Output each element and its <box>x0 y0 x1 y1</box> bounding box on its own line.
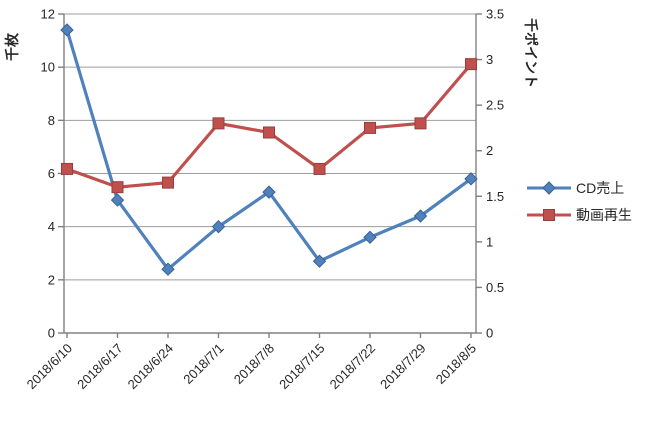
svg-text:2.5: 2.5 <box>486 98 504 113</box>
svg-text:2018/7/22: 2018/7/22 <box>327 341 379 393</box>
left-axis-title: 千枚 <box>4 33 20 61</box>
legend-line-square-icon <box>527 209 571 221</box>
svg-text:2018/7/15: 2018/7/15 <box>276 341 328 393</box>
gridlines <box>64 13 476 334</box>
svg-text:0: 0 <box>486 326 493 341</box>
svg-text:1.5: 1.5 <box>486 189 504 204</box>
svg-text:12: 12 <box>41 7 55 22</box>
series-0 <box>60 23 478 276</box>
svg-text:0: 0 <box>48 326 55 341</box>
legend-item-cd-sales: CD売上 <box>526 180 632 196</box>
right-axis-title: 千ポイント <box>523 18 539 88</box>
svg-text:3.5: 3.5 <box>486 7 504 22</box>
svg-text:2018/7/8: 2018/7/8 <box>231 341 277 387</box>
legend-label-video-plays: 動画再生 <box>576 207 632 223</box>
right-axis-ticks: 0 0.5 1 1.5 2 2.5 3 3.5 <box>476 7 504 341</box>
legend-label-cd-sales: CD売上 <box>576 180 625 196</box>
series-1 <box>61 58 477 194</box>
svg-text:2018/6/17: 2018/6/17 <box>74 341 126 393</box>
svg-text:8: 8 <box>48 113 55 128</box>
svg-text:2018/6/10: 2018/6/10 <box>24 341 76 393</box>
left-axis-ticks: 0 2 4 6 8 10 12 <box>41 7 64 341</box>
svg-text:2018/7/1: 2018/7/1 <box>180 341 226 387</box>
svg-text:2018/6/24: 2018/6/24 <box>125 341 177 393</box>
svg-text:1: 1 <box>486 234 493 249</box>
svg-text:0.5: 0.5 <box>486 280 504 295</box>
svg-text:6: 6 <box>48 166 55 181</box>
legend-line-diamond-icon <box>527 181 571 195</box>
svg-text:3: 3 <box>486 52 493 67</box>
legend-item-video-plays: 動画再生 <box>526 207 632 223</box>
svg-text:2018/7/29: 2018/7/29 <box>377 341 429 393</box>
svg-text:2: 2 <box>48 272 55 287</box>
svg-text:10: 10 <box>41 60 55 75</box>
svg-text:2018/8/5: 2018/8/5 <box>433 341 479 387</box>
svg-text:2: 2 <box>486 143 493 158</box>
legend: CD売上 動画再生 <box>526 180 632 223</box>
svg-text:4: 4 <box>48 219 55 234</box>
